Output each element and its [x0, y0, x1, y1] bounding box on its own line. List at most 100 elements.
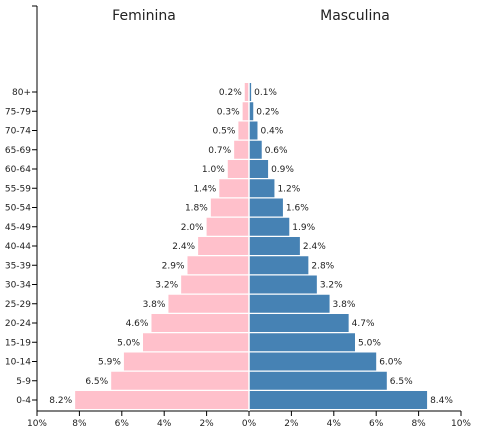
bar-male [249, 352, 377, 371]
bar-male [249, 140, 262, 159]
age-label: 35-39 [5, 261, 31, 271]
bar-male [249, 314, 349, 332]
bar-female [198, 237, 249, 255]
value-label-male: 1.6% [286, 204, 309, 214]
bar-female [151, 314, 249, 332]
value-label-female: 3.8% [143, 300, 166, 310]
value-label-female: 0.5% [213, 127, 236, 137]
age-label: 20-24 [5, 319, 31, 329]
age-label: 5-9 [16, 377, 31, 387]
bar-male [249, 83, 252, 101]
value-label-female: 2.0% [181, 223, 204, 233]
bar-male [249, 121, 258, 140]
age-label: 45-49 [5, 223, 31, 233]
value-label-male: 4.7% [352, 319, 375, 329]
bar-male [249, 179, 275, 198]
bar-female [111, 371, 249, 390]
value-label-female: 1.4% [193, 184, 216, 194]
age-label: 60-64 [5, 165, 31, 175]
value-label-male: 0.2% [256, 107, 279, 117]
x-tick-label: 2% [199, 419, 214, 429]
value-label-male: 0.9% [271, 165, 294, 175]
x-tick-label: 0% [242, 419, 257, 429]
bar-female [244, 83, 249, 101]
x-tick-label: 4% [327, 419, 342, 429]
bar-male [249, 217, 290, 236]
value-label-male: 6.0% [379, 358, 402, 368]
age-label: 0-4 [16, 396, 31, 406]
age-label: 15-19 [5, 338, 31, 348]
value-label-male: 0.1% [254, 88, 277, 98]
bar-male [249, 275, 317, 294]
value-label-female: 1.8% [185, 204, 208, 214]
age-label: 75-79 [5, 107, 31, 117]
value-label-female: 0.7% [208, 146, 231, 156]
value-label-female: 6.5% [85, 377, 108, 387]
bar-male [249, 391, 428, 409]
value-label-female: 1.0% [202, 165, 225, 175]
bar-female [75, 391, 249, 409]
value-label-female: 2.4% [172, 242, 195, 252]
bar-male [249, 256, 309, 275]
value-label-female: 4.6% [126, 319, 149, 329]
x-tick-label: 6% [369, 419, 384, 429]
value-label-male: 2.8% [311, 261, 334, 271]
bar-male [249, 198, 283, 217]
value-label-male: 0.4% [260, 127, 283, 137]
x-tick-label: 8% [72, 419, 87, 429]
age-label: 50-54 [5, 204, 31, 214]
bar-female [187, 256, 249, 275]
value-label-female: 3.2% [155, 281, 178, 291]
age-label: 30-34 [5, 281, 31, 291]
value-label-male: 2.4% [303, 242, 326, 252]
value-label-male: 6.5% [390, 377, 413, 387]
labels: 80+ 0.2% 0.1% 75-79 0.3% 0.2% 70-74 0.5% 0.4% 65-… [5, 88, 472, 429]
left-title: Feminina [112, 8, 176, 24]
age-label: 55-59 [5, 184, 31, 194]
bar-male [249, 160, 269, 178]
bar-female [143, 333, 249, 352]
value-label-female: 5.0% [117, 338, 140, 348]
bar-male [249, 102, 254, 121]
age-label: 40-44 [5, 242, 31, 252]
value-label-female: 0.2% [219, 88, 242, 98]
bar-male [249, 294, 330, 313]
x-tick-label: 6% [115, 419, 130, 429]
bars [75, 83, 428, 411]
value-label-female: 5.9% [98, 358, 121, 368]
x-tick-label: 8% [411, 419, 426, 429]
value-label-female: 0.3% [217, 107, 240, 117]
value-label-male: 5.0% [358, 338, 381, 348]
x-tick-label: 4% [157, 419, 172, 429]
bar-female [227, 160, 249, 178]
age-label: 65-69 [5, 146, 31, 156]
x-tick-label: 2% [284, 419, 299, 429]
bar-female [206, 217, 249, 236]
value-label-female: 2.9% [162, 261, 185, 271]
bar-female [123, 352, 249, 371]
value-label-male: 3.2% [320, 281, 343, 291]
bar-female [234, 140, 249, 159]
bar-female [210, 198, 249, 217]
value-label-male: 3.8% [333, 300, 356, 310]
bar-female [238, 121, 249, 140]
age-label: 70-74 [5, 127, 31, 137]
right-title: Masculina [320, 8, 390, 24]
bar-female [181, 275, 249, 294]
bar-female [242, 102, 249, 121]
value-label-male: 1.9% [292, 223, 315, 233]
value-label-female: 8.2% [49, 396, 72, 406]
value-label-male: 0.6% [265, 146, 288, 156]
age-label: 10-14 [5, 358, 31, 368]
bar-female [168, 294, 249, 313]
bar-female [219, 179, 249, 198]
bar-male [249, 333, 355, 352]
age-label: 25-29 [5, 300, 31, 310]
value-label-male: 8.4% [430, 396, 453, 406]
x-tick-label: 10% [27, 419, 47, 429]
bar-male [249, 371, 387, 390]
value-label-male: 1.2% [277, 184, 300, 194]
age-label: 80+ [12, 88, 31, 98]
bar-male [249, 237, 300, 255]
